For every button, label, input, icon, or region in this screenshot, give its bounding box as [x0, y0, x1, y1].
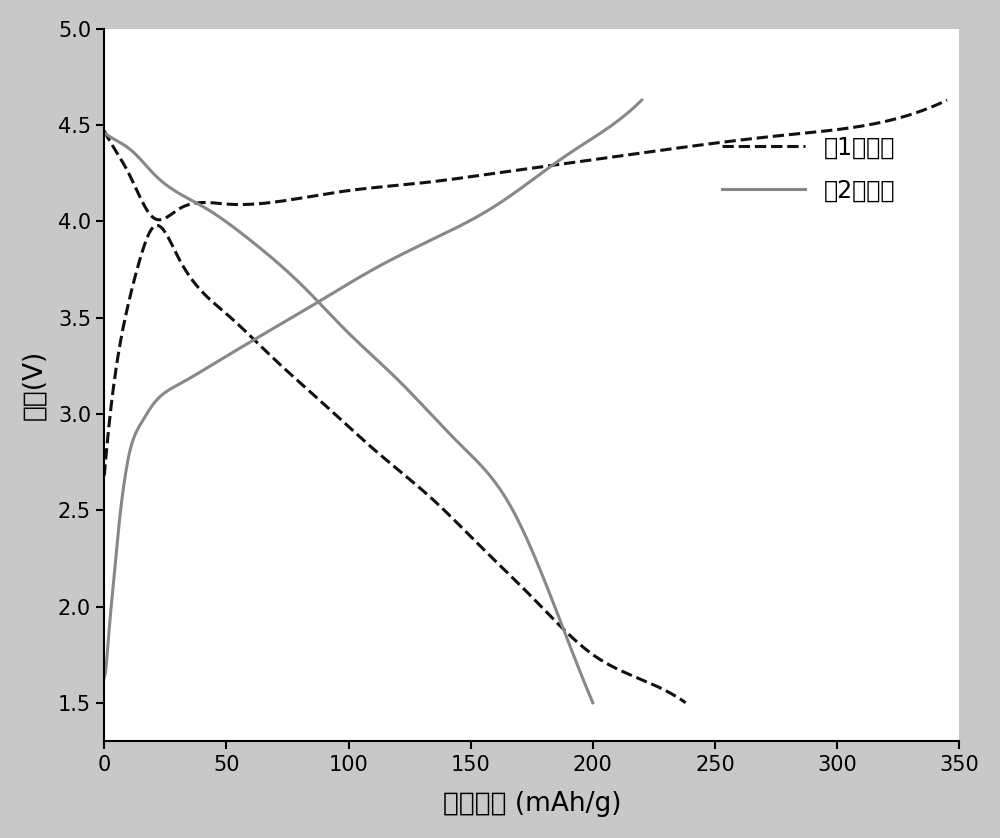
- 第2次循环: [539, 166, 551, 176]
- 第2次循环: [636, 95, 648, 105]
- 第2次循环: [98, 673, 110, 683]
- Y-axis label: 电压(V): 电压(V): [21, 350, 47, 420]
- 第1次循环: [98, 126, 110, 136]
- 第1次循环: [791, 129, 803, 139]
- 第1次循环: [500, 167, 512, 177]
- 第2次循环: [357, 271, 369, 281]
- 第1次循环: [941, 95, 953, 105]
- 第2次循环: [623, 107, 635, 117]
- Line: 第1次循环: 第1次循环: [104, 100, 947, 220]
- 第1次循环: [602, 153, 614, 163]
- 第1次循环: [922, 103, 934, 113]
- 第2次循环: [354, 272, 366, 282]
- Line: 第2次循环: 第2次循环: [104, 100, 642, 678]
- X-axis label: 比电容量 (mAh/g): 比电容量 (mAh/g): [443, 791, 621, 817]
- 第1次循环: [505, 166, 517, 176]
- 第2次循环: [418, 238, 430, 248]
- 第2次循环: [389, 253, 401, 263]
- 第1次循环: [154, 215, 166, 225]
- 第1次循环: [556, 159, 568, 169]
- Legend: 第1次循环, 第2次循环: 第1次循环, 第2次循环: [713, 127, 905, 212]
